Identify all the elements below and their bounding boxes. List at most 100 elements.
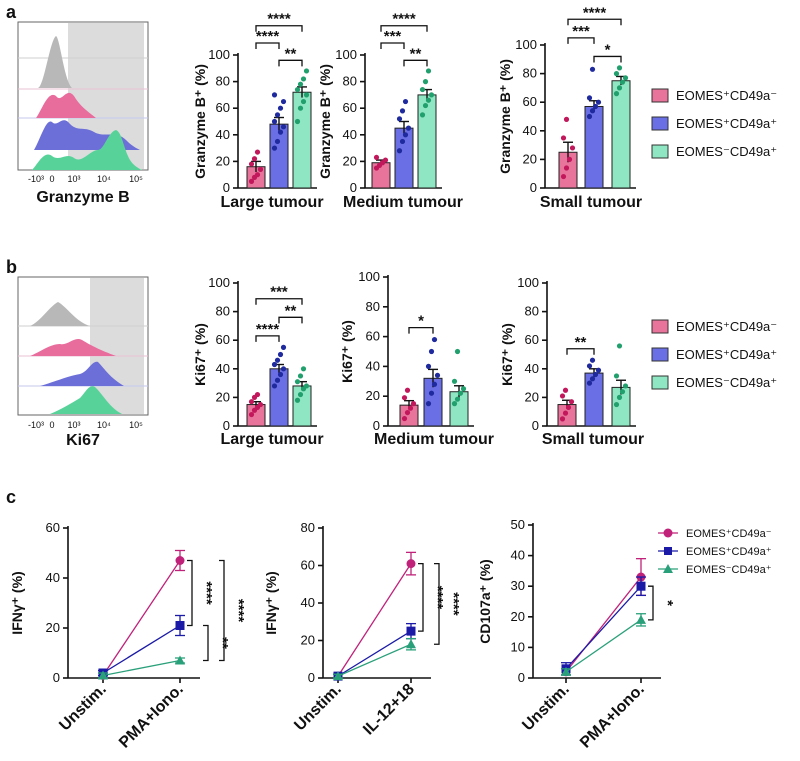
significance-bracket	[648, 585, 654, 621]
significance-label: **	[410, 45, 422, 62]
data-point	[402, 98, 409, 105]
y-tick-label: 80	[366, 299, 380, 314]
bar	[292, 385, 312, 427]
y-axis-label: CD107a⁺ (%)	[477, 559, 493, 643]
flow-tick-label: 10³	[67, 174, 80, 184]
bar	[584, 105, 604, 189]
legend-b: EOMES⁺CD49a⁻ EOMES⁺CD49a⁺ EOMES⁻CD49a⁺	[651, 319, 777, 390]
significance-bracket	[380, 25, 428, 32]
y-axis-label: Ki67⁺ (%)	[499, 323, 515, 386]
y-tick-label: 80	[301, 520, 315, 535]
data-point	[562, 410, 569, 416]
y-tick-label: 40	[511, 548, 525, 563]
data-point	[175, 556, 185, 565]
data-point	[622, 75, 629, 81]
data-point	[277, 129, 284, 135]
series-line	[565, 585, 642, 670]
significance-bracket	[403, 59, 428, 67]
series-line	[565, 576, 642, 673]
data-point	[303, 383, 310, 389]
series-line	[102, 659, 181, 677]
significance-label: ****	[445, 592, 462, 616]
line-chart-cd107a: 0 10 20 30 40 50 CD107a⁺ (%) Unstim. PMA+Iono. *	[477, 517, 676, 752]
bar	[269, 368, 289, 427]
y-axis-label: IFNγ⁺ (%)	[9, 571, 25, 634]
significance-bracket	[255, 25, 303, 32]
significance-label: ***	[270, 284, 288, 301]
data-point	[559, 393, 566, 399]
data-point	[294, 86, 301, 93]
significance-bracket	[408, 327, 434, 334]
y-tick-label: 100	[335, 47, 357, 62]
data-point	[248, 161, 255, 167]
data-point	[562, 387, 569, 393]
data-point	[399, 108, 406, 114]
data-point	[434, 372, 441, 378]
series-line	[337, 630, 412, 677]
data-point	[428, 390, 435, 396]
significance-label: *	[418, 313, 424, 330]
y-tick-label: 20	[511, 609, 525, 624]
data-point	[619, 389, 626, 395]
series-line	[102, 624, 181, 674]
series-line	[102, 560, 181, 676]
data-point	[300, 366, 307, 372]
legend-marker	[663, 528, 673, 538]
data-point	[451, 401, 458, 407]
data-point	[451, 378, 458, 384]
data-point	[280, 124, 287, 130]
data-point	[431, 381, 438, 387]
data-point	[613, 71, 620, 77]
data-point	[399, 138, 406, 145]
x-axis-label: Large tumour	[220, 431, 323, 448]
y-tick-label: 40	[46, 570, 60, 585]
y-tick-label: 100	[208, 47, 230, 62]
data-point	[616, 65, 623, 71]
histogram-eomes-pos-cd49a-neg	[30, 339, 116, 356]
y-tick-label: 20	[366, 388, 380, 403]
y-tick-label: 0	[530, 180, 537, 195]
data-point	[280, 366, 287, 372]
line-chart-ifng-il12: 0 20 40 60 80 IFNγ⁺ (%) Unstim. IL-12+18 **** ***…	[263, 520, 462, 738]
legend-marker	[663, 564, 673, 573]
data-point	[406, 639, 416, 649]
significance-bracket	[203, 624, 209, 662]
y-tick-label: 60	[216, 332, 230, 347]
y-axis-label: Granzyme B⁺ (%)	[192, 64, 208, 179]
y-axis-label: Ki67⁺ (%)	[339, 320, 355, 383]
data-point	[277, 351, 284, 358]
data-point	[561, 666, 571, 676]
y-tick-label: 20	[216, 153, 230, 168]
data-point	[271, 361, 278, 368]
legend-swatch	[651, 347, 669, 362]
data-point	[254, 391, 261, 398]
legend-label: EOMES⁺CD49a⁺	[676, 347, 777, 362]
histogram-eomes-neg-cd49a-pos	[32, 130, 142, 170]
significance-bracket	[593, 55, 622, 63]
data-point	[410, 401, 417, 407]
data-point	[622, 383, 629, 389]
y-axis-label: IFNγ⁺ (%)	[263, 571, 279, 634]
data-point	[431, 336, 438, 343]
data-point	[274, 112, 281, 118]
x-axis-label: Medium tumour	[343, 194, 463, 211]
bar	[611, 80, 631, 189]
data-point	[297, 391, 304, 398]
data-point	[586, 113, 593, 120]
x-tick-label: PMA+Iono.	[577, 681, 648, 752]
data-point	[565, 404, 572, 411]
significance-label: ***	[572, 23, 590, 40]
y-tick-label: 40	[366, 358, 380, 373]
bar-chart-ki67-small: 0 20 40 60 80 100 Ki67⁺ (%) Small tumour **	[499, 275, 644, 448]
data-point	[175, 655, 185, 665]
data-point	[428, 348, 435, 355]
significance-bracket	[219, 559, 225, 662]
data-point	[616, 394, 623, 400]
data-point	[294, 397, 301, 403]
flow-xlabel: Ki67	[66, 432, 100, 449]
y-tick-label: 10	[511, 639, 525, 654]
significance-label: *	[605, 41, 611, 58]
